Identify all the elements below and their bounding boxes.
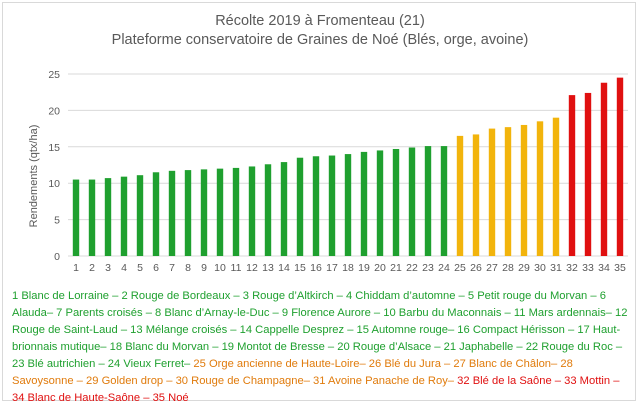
y-tick-label: 0 xyxy=(54,251,60,263)
chart-title-block: Récolte 2019 à Fromenteau (21) Plateform… xyxy=(0,12,640,50)
bar-25 xyxy=(456,135,464,256)
x-tick-label: 4 xyxy=(121,262,127,274)
x-tick-label: 28 xyxy=(502,262,514,274)
chart-subtitle: Plateforme conservatoire de Graines de N… xyxy=(111,32,529,48)
x-tick-label: 31 xyxy=(550,262,562,274)
bar-14 xyxy=(280,162,288,256)
y-tick-label: 10 xyxy=(48,178,60,190)
x-tick-label: 3 xyxy=(105,262,111,274)
bar-9 xyxy=(200,169,208,256)
bar-23 xyxy=(424,146,432,256)
bar-34 xyxy=(600,82,608,257)
bar-24 xyxy=(440,146,448,256)
bar-32 xyxy=(568,95,576,256)
legend-segment-2: 25 Orge ancienne de Haute-Loire– 26 Blé … xyxy=(12,358,573,387)
x-tick-label: 14 xyxy=(278,262,290,274)
bar-29 xyxy=(520,124,528,257)
x-tick-label: 8 xyxy=(185,262,191,274)
y-tick-label: 5 xyxy=(54,215,60,227)
x-tick-label: 34 xyxy=(598,262,610,274)
x-tick-label: 12 xyxy=(246,262,258,274)
x-tick-label: 7 xyxy=(169,262,175,274)
x-tick-label: 5 xyxy=(137,262,143,274)
x-tick-label: 11 xyxy=(231,262,242,274)
bar-21 xyxy=(392,148,400,256)
bar-11 xyxy=(232,167,240,256)
y-tick-label: 25 xyxy=(48,69,60,81)
x-tick-label: 10 xyxy=(214,262,226,274)
x-tick-label: 18 xyxy=(342,262,354,274)
x-tick-label: 29 xyxy=(518,262,530,274)
bar-10 xyxy=(216,168,224,256)
x-tick-label: 33 xyxy=(582,262,594,274)
x-tick-label: 27 xyxy=(486,262,498,274)
x-tick-label: 1 xyxy=(73,262,79,274)
variety-legend: 1 Blanc de Lorraine – 2 Rouge de Bordeau… xyxy=(12,288,630,407)
bar-22 xyxy=(408,147,416,256)
bar-26 xyxy=(472,134,480,256)
bar-16 xyxy=(312,156,320,256)
x-tick-label: 30 xyxy=(534,262,546,274)
x-tick-label: 24 xyxy=(438,262,450,274)
bar-33 xyxy=(584,92,592,256)
bar-27 xyxy=(488,128,496,256)
bar-19 xyxy=(360,151,368,256)
bar-6 xyxy=(152,172,160,256)
x-tick-label: 25 xyxy=(454,262,466,274)
bar-4 xyxy=(120,176,128,256)
bar-8 xyxy=(184,170,192,256)
x-tick-label: 6 xyxy=(153,262,159,274)
bar-35 xyxy=(616,77,624,256)
bar-15 xyxy=(296,157,304,256)
x-tick-label: 15 xyxy=(294,262,306,274)
bar-2 xyxy=(88,179,96,256)
y-axis-ticks: 0 5 10 15 20 25 xyxy=(48,69,60,263)
x-tick-label: 22 xyxy=(406,262,418,274)
bar-5 xyxy=(136,175,144,256)
bar-20 xyxy=(376,150,384,256)
x-tick-label: 9 xyxy=(201,262,207,274)
bars xyxy=(72,77,624,257)
bar-12 xyxy=(248,166,256,256)
x-tick-label: 17 xyxy=(326,262,338,274)
x-tick-label: 2 xyxy=(89,262,95,274)
x-tick-label: 16 xyxy=(310,262,322,274)
y-axis-label: Rendements (qtx/ha) xyxy=(28,125,40,228)
x-tick-label: 35 xyxy=(614,262,626,274)
y-tick-label: 15 xyxy=(48,142,60,154)
chart-title: Récolte 2019 à Fromenteau (21) xyxy=(215,13,425,29)
x-tick-label: 20 xyxy=(374,262,386,274)
chart-frame xyxy=(2,2,636,401)
bar-18 xyxy=(344,154,352,256)
bar-17 xyxy=(328,155,336,256)
x-tick-label: 13 xyxy=(262,262,274,274)
bar-7 xyxy=(168,170,176,256)
bar-30 xyxy=(536,121,544,256)
bar-13 xyxy=(264,164,272,256)
y-tick-label: 20 xyxy=(48,105,60,117)
x-tick-label: 26 xyxy=(470,262,482,274)
bar-3 xyxy=(104,178,112,256)
bar-1 xyxy=(72,179,80,256)
x-tick-label: 21 xyxy=(390,262,402,274)
x-tick-label: 19 xyxy=(358,262,370,274)
x-tick-label: 23 xyxy=(422,262,434,274)
bar-28 xyxy=(504,127,512,256)
x-axis-ticks: 1 2 3 4 5 6 7 8 9 10 11 12 13 14 15 16 17 18 19 20 21 22 23 24 2… xyxy=(73,262,626,274)
legend-segment-3: 32 Blé de la Saône – 33 Mottin – 34 Blan… xyxy=(12,375,620,404)
bar-31 xyxy=(552,117,560,257)
x-tick-label: 32 xyxy=(566,262,578,274)
legend-segment-1: 1 Blanc de Lorraine – 2 Rouge de Bordeau… xyxy=(12,290,628,370)
